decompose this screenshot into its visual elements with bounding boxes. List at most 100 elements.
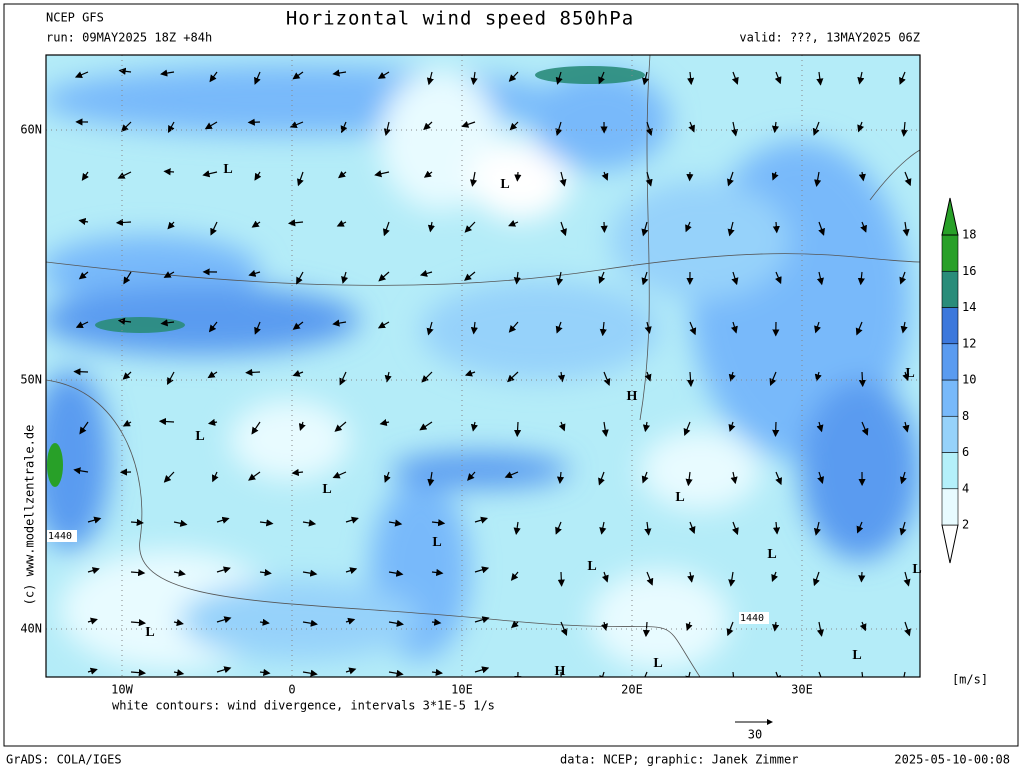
isobar: [639, 55, 651, 421]
wind-arrow: [769, 371, 777, 386]
pressure-center: L: [653, 656, 662, 671]
colorbar-cell: [941, 307, 959, 345]
wind-arrow: [474, 516, 489, 524]
wind-arrow: [254, 171, 262, 181]
wind-arrow: [259, 618, 270, 626]
wind-arrow: [601, 171, 609, 181]
lat-label: 50N: [20, 373, 42, 387]
wind-arrow: [388, 519, 403, 527]
wind-arrow: [464, 221, 476, 233]
wind-arrow: [209, 71, 218, 83]
pressure-center: L: [432, 535, 441, 550]
pressure-center: H: [627, 389, 638, 404]
wind-arrow: [900, 121, 908, 137]
wind-arrow: [431, 519, 446, 527]
wind-arrow: [158, 417, 175, 426]
wind-arrow: [555, 521, 562, 535]
wind-arrow: [642, 421, 650, 433]
wind-arrow: [812, 571, 820, 587]
wind-arrow: [431, 568, 444, 577]
wind-arrow: [510, 571, 519, 581]
wind-arrow: [772, 521, 781, 535]
wind-arrow: [474, 666, 490, 674]
wind-arrow: [388, 669, 404, 677]
wind-arrow: [251, 220, 261, 228]
wind-arrow: [216, 666, 232, 674]
colorbar-end: [941, 524, 959, 564]
wind-arrow: [688, 521, 696, 534]
wind-arrow: [474, 566, 490, 574]
wind-arrow: [857, 121, 865, 133]
wind-arrow: [426, 321, 434, 336]
wind-arrow: [599, 521, 607, 535]
pressure-center: L: [500, 177, 509, 192]
wind-arrow: [730, 471, 738, 485]
wind-arrow: [642, 71, 650, 86]
wind-arrow: [163, 471, 175, 483]
wind-arrow: [556, 271, 564, 286]
wind-arrow: [74, 71, 89, 79]
wind-arrow: [644, 371, 652, 382]
wind-arrow: [384, 471, 391, 483]
wind-arrow: [728, 421, 736, 432]
pressure-center: L: [587, 559, 596, 574]
wind-arrow: [730, 321, 738, 334]
wind-arrow: [287, 219, 304, 227]
wind-arrow: [345, 516, 359, 524]
map-title: Horizontal wind speed 850hPa: [286, 8, 634, 30]
wind-arrow: [254, 71, 261, 85]
wind-arrow: [904, 621, 911, 637]
map-labels: L L L L L H L L L L L L L L H 1440 1440: [47, 162, 922, 679]
wind-arrow: [504, 471, 519, 479]
wind-arrow: [772, 221, 780, 234]
wind-arrow: [688, 121, 695, 133]
wind-arrow: [259, 668, 271, 677]
wind-arrow: [245, 368, 261, 376]
teal-patch: [535, 66, 645, 84]
wind-arrow: [899, 71, 906, 85]
wind-arrow: [641, 271, 649, 286]
wind-arrow: [298, 421, 306, 431]
wind-arrow: [334, 421, 347, 432]
contour-label: 1440: [48, 531, 72, 542]
wind-arrow: [558, 421, 566, 432]
wind-arrow: [645, 121, 653, 137]
wind-arrow: [513, 271, 521, 285]
wind-arrow: [78, 271, 89, 280]
wind-arrow: [510, 620, 519, 629]
wind-arrow: [204, 121, 218, 130]
lon-label: 0: [288, 683, 295, 697]
wind-arrow: [861, 421, 869, 436]
wind-arrow: [212, 471, 219, 483]
lon-label: 30E: [791, 683, 813, 697]
wind-arrow: [646, 571, 654, 586]
software-label: GrADS: COLA/IGES: [6, 753, 122, 767]
wind-arrow: [427, 221, 435, 233]
wind-arrow: [431, 668, 443, 677]
wind-arrow: [75, 321, 89, 328]
colorbar-tick-label: 2: [962, 518, 969, 532]
wind-arrow: [771, 571, 779, 582]
wind-arrow: [812, 121, 820, 136]
wind-arrow: [813, 521, 821, 536]
colorbar-cell: [941, 452, 959, 490]
wind-arrow: [513, 521, 521, 536]
wind-arrow: [470, 421, 478, 432]
wind-arrow: [598, 471, 605, 486]
wind-arrow: [557, 571, 565, 587]
wind-arrow: [556, 471, 565, 485]
wind-arrow: [345, 567, 358, 575]
wind-arrow: [248, 269, 261, 277]
colorbar-tick-label: 8: [962, 409, 969, 423]
wind-arrow: [423, 170, 433, 178]
wind-arrow: [431, 618, 442, 626]
colorbar-tick-label: 12: [962, 336, 976, 350]
colorbar: 2 4 6 8 10 12 14 16 18: [941, 197, 976, 564]
isobar: [46, 379, 701, 677]
wind-arrow: [555, 321, 563, 334]
wind-arrow: [340, 121, 348, 134]
wind-arrow: [122, 371, 132, 380]
wind-arrow: [123, 271, 132, 285]
wind-arrow: [555, 71, 563, 85]
